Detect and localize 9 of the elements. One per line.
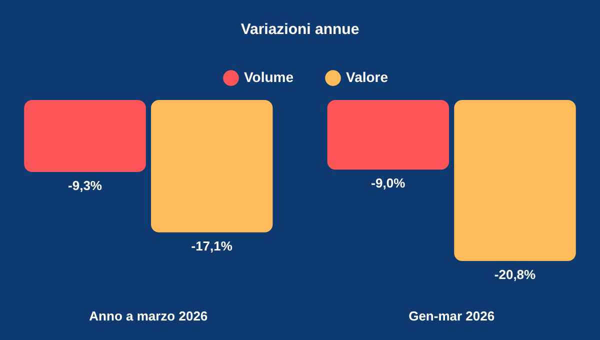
chart-title: Variazioni annue: [240, 21, 360, 38]
legend-label: Volume: [244, 69, 294, 86]
data-label: -9,3%: [68, 178, 102, 193]
x-tick-label: Gen-mar 2026: [408, 308, 495, 324]
x-tick-label: Anno a marzo 2026: [89, 308, 208, 324]
data-label: -9,0%: [371, 176, 406, 191]
data-label: -20,8%: [494, 267, 536, 282]
data-label: -17,1%: [191, 238, 233, 254]
legend-label: Valore: [346, 69, 388, 86]
